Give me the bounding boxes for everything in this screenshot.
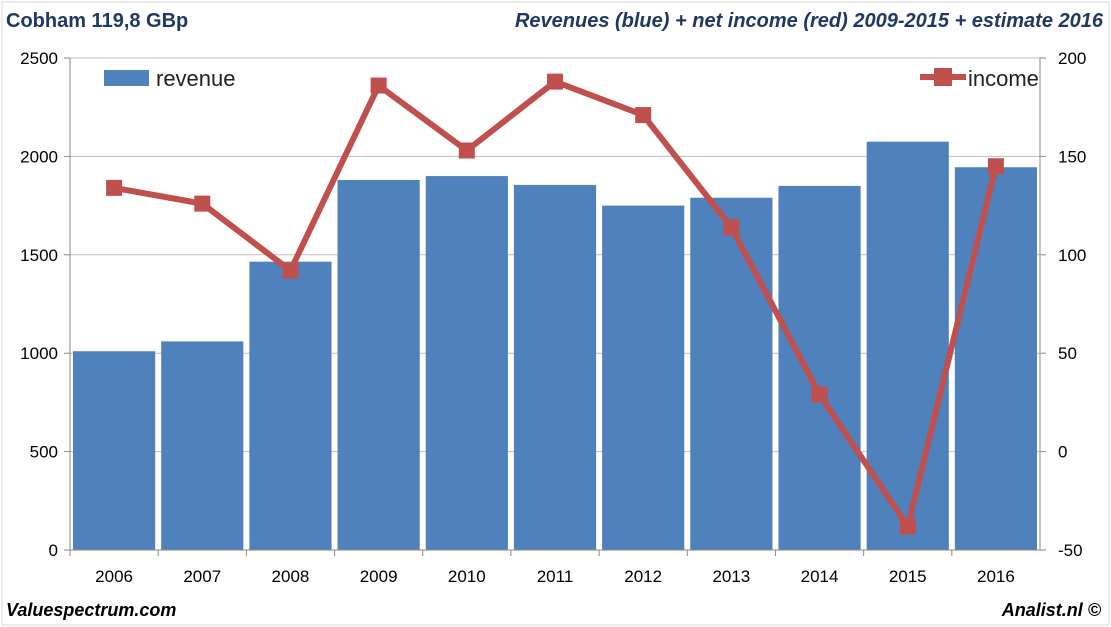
footer-source-left: Valuespectrum.com: [6, 600, 177, 620]
income-point: [635, 107, 652, 124]
revenue-bar: [425, 176, 508, 550]
right-tick-label: 150: [1058, 147, 1086, 166]
category-label: 2014: [801, 567, 839, 586]
legend-income-label: income: [968, 66, 1039, 91]
axes: 0 500 1000 1500 2000 2500 -50 0 50 100 150 200 2006 2…: [20, 49, 1086, 586]
category-label: 2013: [712, 567, 750, 586]
income-point: [194, 195, 211, 212]
category-label: 2010: [448, 567, 486, 586]
income-point: [811, 386, 828, 403]
company-title: Cobham 119,8 GBp: [6, 10, 189, 32]
revenue-bar: [73, 351, 156, 550]
category-label: 2009: [360, 567, 398, 586]
left-tick-label: 500: [30, 443, 58, 462]
revenue-bar: [778, 185, 861, 551]
category-label: 2007: [183, 567, 221, 586]
revenue-bar: [249, 261, 332, 550]
revenue-bar: [954, 167, 1037, 550]
category-label: 2016: [977, 567, 1015, 586]
income-point: [282, 262, 299, 279]
right-tick-label: 0: [1058, 443, 1067, 462]
legend-income-marker: [934, 68, 952, 86]
revenue-bar: [337, 180, 420, 551]
category-label: 2011: [537, 567, 574, 586]
left-tick-label: 2500: [20, 49, 58, 68]
income-point: [458, 142, 475, 159]
left-tick-label: 0: [49, 541, 58, 560]
income-point: [987, 158, 1004, 175]
category-label: 2008: [272, 567, 310, 586]
revenue-bar: [513, 184, 597, 550]
legends: revenue income: [104, 66, 1039, 91]
income-line: [106, 73, 1004, 535]
chart-subtitle: Revenues (blue) + net income (red) 2009-…: [514, 10, 1103, 32]
category-label: 2012: [624, 567, 662, 586]
legend-revenue-label: revenue: [156, 66, 236, 91]
income-point: [547, 73, 563, 90]
revenue-bar: [602, 205, 685, 550]
right-tick-label: 50: [1058, 344, 1077, 363]
legend-revenue-swatch: [104, 70, 149, 86]
revenue-bar: [161, 341, 244, 550]
income-point: [899, 518, 916, 535]
category-label: 2015: [889, 567, 927, 586]
right-tick-label: -50: [1058, 541, 1083, 560]
left-tick-label: 2000: [20, 147, 58, 166]
left-tick-label: 1500: [20, 246, 58, 265]
income-point: [106, 179, 123, 196]
income-point: [723, 219, 740, 236]
right-tick-label: 100: [1058, 246, 1086, 265]
footer-source-right: Analist.nl ©: [1001, 600, 1101, 620]
revenue-bars: [73, 141, 1037, 551]
revenue-bar: [690, 197, 773, 550]
left-tick-label: 1000: [20, 344, 58, 363]
category-label: 2006: [95, 567, 133, 586]
income-point: [370, 77, 387, 94]
right-tick-label: 200: [1058, 49, 1086, 68]
